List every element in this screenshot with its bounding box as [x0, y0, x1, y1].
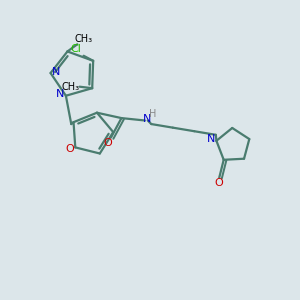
- Text: CH₃: CH₃: [75, 34, 93, 44]
- Text: N: N: [143, 114, 151, 124]
- Text: O: O: [65, 144, 74, 154]
- Text: O: O: [103, 138, 112, 148]
- Text: O: O: [215, 178, 224, 188]
- Text: N: N: [52, 67, 60, 76]
- Text: H: H: [149, 109, 157, 119]
- Text: Cl: Cl: [71, 44, 82, 54]
- Text: N: N: [56, 89, 65, 99]
- Text: N: N: [207, 134, 215, 144]
- Text: CH₃: CH₃: [61, 82, 79, 92]
